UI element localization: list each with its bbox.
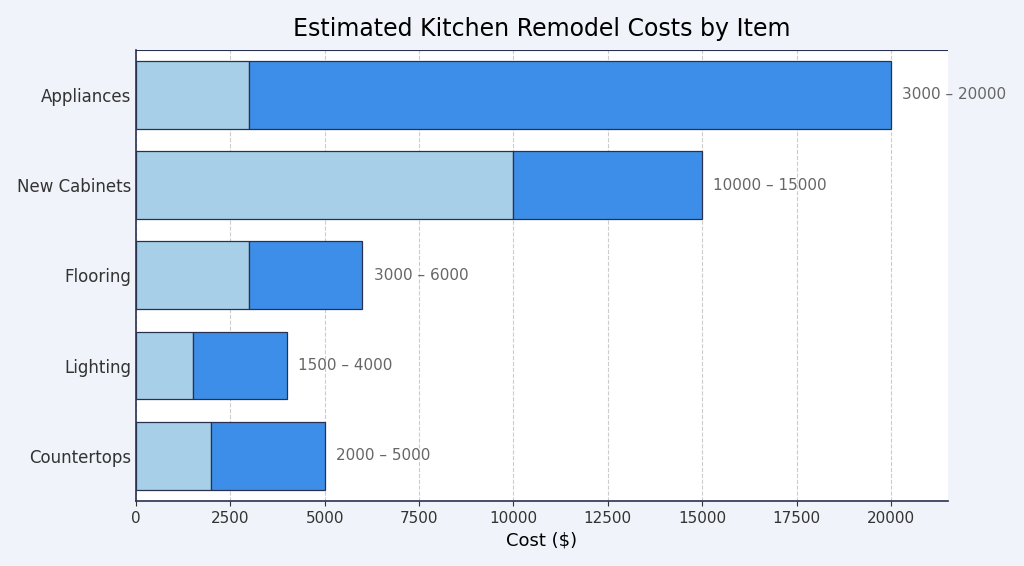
Title: Estimated Kitchen Remodel Costs by Item: Estimated Kitchen Remodel Costs by Item <box>293 16 791 41</box>
Text: 3000 – 6000: 3000 – 6000 <box>374 268 468 283</box>
Bar <box>136 242 249 309</box>
Bar <box>513 151 702 219</box>
Bar <box>136 61 249 128</box>
Text: 1500 – 4000: 1500 – 4000 <box>298 358 392 373</box>
Bar <box>249 242 362 309</box>
Bar <box>136 422 211 490</box>
Bar <box>136 151 513 219</box>
Bar <box>193 332 287 400</box>
X-axis label: Cost ($): Cost ($) <box>506 531 578 550</box>
Text: 2000 – 5000: 2000 – 5000 <box>336 448 430 464</box>
Bar <box>211 422 325 490</box>
Bar <box>249 61 891 128</box>
Text: 3000 – 20000: 3000 – 20000 <box>902 87 1007 102</box>
Text: 10000 – 15000: 10000 – 15000 <box>714 178 827 192</box>
Bar <box>136 332 193 400</box>
